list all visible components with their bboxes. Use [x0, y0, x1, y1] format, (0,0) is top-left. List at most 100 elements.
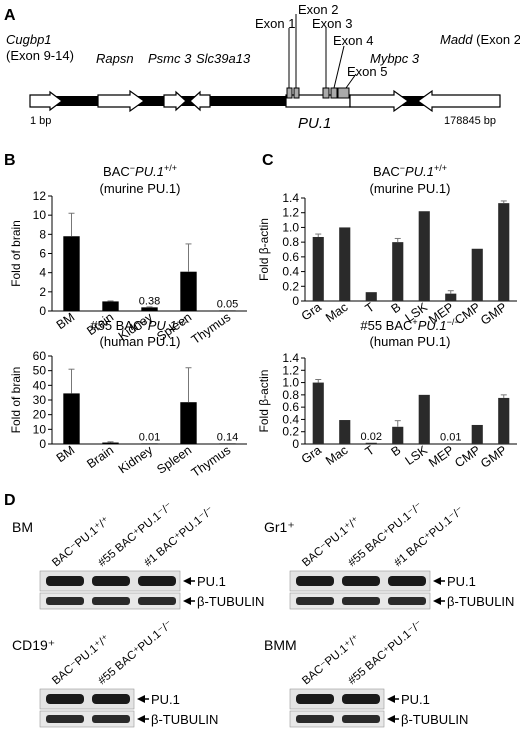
tubulin-band [46, 715, 84, 723]
x-tick-label: T [363, 300, 378, 316]
start-bp-label: 1 bp [30, 115, 51, 127]
y-tick-label: 1.4 [282, 191, 299, 205]
exon-1-box [286, 87, 293, 99]
pu1-band [138, 576, 176, 586]
arrow-icon [183, 597, 191, 605]
y-tick-label: 1.0 [282, 376, 299, 390]
exon-1-label: Exon 1 [255, 16, 295, 31]
bar [339, 227, 351, 301]
bar [312, 236, 324, 301]
exon-4-leader [333, 45, 345, 89]
x-tick-label: Gra [299, 300, 324, 323]
genome-backbone [30, 96, 500, 106]
blot-group: Gr1⁺ BAC⁻PU.1⁺/⁺#55 BAC⁺PU.1⁻/⁻#1 BAC⁺PU.… [264, 500, 514, 610]
y-tick-label: 50 [33, 364, 47, 378]
band-label-pu1: PU.1 [401, 692, 430, 707]
chart-subtitle: (murine PU.1) [370, 181, 451, 196]
tubulin-band [342, 597, 380, 605]
bar [102, 301, 119, 311]
panel-label-d: D [4, 492, 16, 509]
bar [445, 293, 457, 301]
bar [418, 394, 430, 444]
y-tick-label: 0.6 [282, 400, 299, 414]
band-label-tubulin: β-TUBULIN [447, 594, 514, 609]
gene-label-slc39a13: Slc39a13 [196, 51, 251, 66]
arrow-icon [387, 695, 395, 703]
gene-label-cugbp1: Cugbp1 [6, 32, 52, 47]
y-tick-label: 60 [33, 349, 47, 363]
band-label-pu1: PU.1 [197, 574, 226, 589]
pu1-band [296, 576, 334, 586]
bar [392, 242, 404, 301]
tubulin-band [46, 597, 84, 605]
x-tick-label: Thymus [189, 310, 233, 347]
tubulin-band [92, 597, 130, 605]
arrow-icon [433, 577, 441, 585]
bar [312, 382, 324, 444]
chart-subtitle: (murine PU.1) [100, 181, 181, 196]
y-tick-label: 0.8 [282, 388, 299, 402]
exon-2-box [293, 87, 300, 99]
chart-title: #55 BAC+PU.1−/− [360, 317, 459, 333]
bar [339, 420, 351, 444]
x-tick-label: Spleen [154, 443, 194, 477]
x-tick-label: GMP [478, 443, 509, 471]
bar [445, 443, 457, 444]
blot-group: BM BAC⁻PU.1⁺/⁺#55 BAC⁺PU.1⁻/⁻#1 BAC⁺PU.1⁻… [12, 500, 264, 610]
bar [219, 310, 236, 311]
x-tick-label: B [389, 443, 404, 459]
exon-5-label: Exon 5 [347, 64, 387, 79]
gene-arrow-cugbp1 [29, 90, 63, 112]
bar [180, 271, 197, 311]
gene-map: Exon 1 Exon 2 Exon 3 Exon 4 Exon 5 Cugbp… [6, 2, 520, 132]
chart-title: #55 BAC+PU.1−/− [90, 317, 189, 333]
y-tick-label: 0.8 [282, 235, 299, 249]
chart-b-murine: BAC−PU.1+/+ (murine PU.1) Fold of brain 0 2 4… [9, 163, 247, 347]
y-tick-label: 30 [33, 393, 47, 407]
pu1-band [46, 576, 84, 586]
bar [392, 426, 404, 444]
exon-3-box [322, 87, 330, 99]
y-tick-label: 0.6 [282, 250, 299, 264]
band-label-tubulin: β-TUBULIN [401, 712, 468, 727]
data-label: 0.01 [440, 431, 461, 443]
pu1-band [342, 694, 380, 704]
tubulin-band [388, 597, 426, 605]
gene-label-cugbp1-sub: (Exon 9-14) [6, 48, 74, 63]
arrow-icon [137, 715, 145, 723]
gene-arrow-madd [416, 89, 501, 113]
panel-label-c: C [262, 152, 274, 169]
y-tick-label: 40 [33, 378, 47, 392]
chart-b-human: #55 BAC+PU.1−/−(human PU.1) Fold of brain… [9, 317, 247, 480]
panel-label-b: B [4, 152, 16, 169]
y-tick-label: 0 [39, 304, 46, 318]
exon-3-label: Exon 3 [312, 16, 352, 31]
x-tick-label: MEP [426, 443, 456, 470]
y-tick-label: 6 [39, 247, 46, 261]
data-label: 0.05 [217, 298, 238, 310]
tubulin-band [296, 715, 334, 723]
pu1-band [296, 694, 334, 704]
exon-4-label: Exon 4 [333, 33, 373, 48]
chart-subtitle: (human PU.1) [370, 334, 451, 349]
tubulin-band [342, 715, 380, 723]
gene-arrow-slc39a13 [189, 90, 211, 112]
gene-arrow-mybpc3 [349, 89, 410, 113]
bar [471, 424, 483, 444]
band-label-tubulin: β-TUBULIN [197, 594, 264, 609]
gene-arrow-rapsn [97, 89, 146, 113]
exon-5-leader [345, 73, 357, 89]
y-tick-label: 0.2 [282, 425, 299, 439]
lane-label: #55 BAC⁺PU.1⁻/⁻ [346, 500, 425, 569]
y-axis-label: Fold of brain [9, 367, 23, 434]
gene-label-mybpc3: Mybpc 3 [370, 51, 420, 66]
data-label: 0.02 [361, 431, 382, 443]
y-axis-label: Fold β-actin [257, 218, 271, 281]
x-tick-label: T [363, 443, 378, 459]
x-tick-label: GMP [478, 300, 509, 328]
blot-group: BMM BAC⁻PU.1⁺/⁺#55 BAC⁺PU.1⁻/⁻PU.1β-TUBUL… [264, 618, 468, 728]
y-tick-label: 1.4 [282, 351, 299, 365]
exon-2-label: Exon 2 [298, 2, 338, 17]
y-tick-label: 1.2 [282, 363, 299, 377]
